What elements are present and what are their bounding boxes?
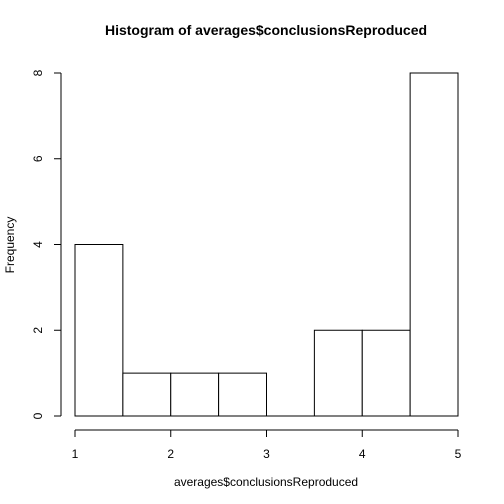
y-axis-label: Frequency: [3, 217, 17, 274]
histogram-bar-2: [170, 372, 220, 417]
histogram-bar-3: [218, 372, 267, 417]
histogram-bar-7: [409, 72, 459, 417]
histogram-bar-6: [361, 329, 411, 417]
y-tick-label: 2: [31, 327, 45, 334]
chart-title: Histogram of averages$conclusionsReprodu…: [105, 22, 427, 38]
x-tick-label: 3: [263, 447, 270, 461]
y-axis: 0 2 4 6 8: [31, 69, 62, 419]
histogram-bar-0: [74, 244, 124, 417]
y-tick-label: 6: [31, 155, 45, 162]
x-tick-label: 2: [167, 447, 174, 461]
x-tick-label: 4: [359, 447, 366, 461]
histogram-bar-5: [313, 329, 363, 417]
x-axis: 1 2 3 4 5: [72, 429, 462, 461]
x-axis-label: averages$conclusionsReproduced: [174, 475, 358, 489]
histogram-bar-1: [122, 372, 172, 417]
x-tick-label: 5: [455, 447, 462, 461]
y-tick-label: 0: [31, 412, 45, 419]
y-tick-label: 8: [31, 69, 45, 76]
histogram-bars: [74, 72, 459, 417]
x-tick-label: 1: [72, 447, 79, 461]
y-tick-label: 4: [31, 241, 45, 248]
